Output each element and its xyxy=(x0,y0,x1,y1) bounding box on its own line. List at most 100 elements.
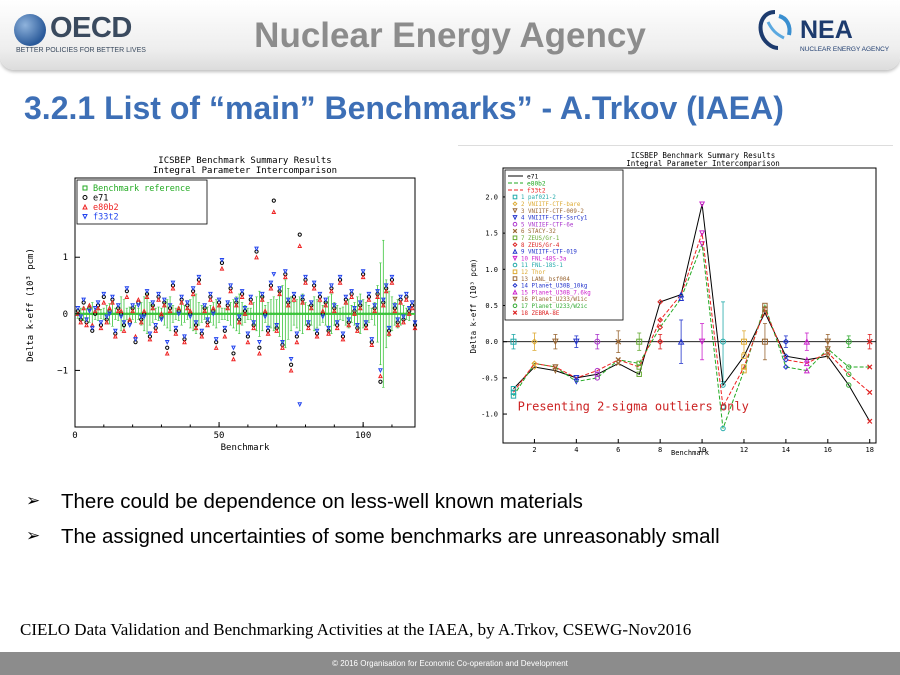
reference-point xyxy=(594,338,601,345)
nea-tagline: NUCLEAR ENERGY AGENCY xyxy=(800,46,890,53)
reference-point xyxy=(698,338,706,346)
data-point-f33t2 xyxy=(297,402,303,408)
data-point-e80b2 xyxy=(225,305,231,311)
data-point-e71 xyxy=(657,298,664,305)
data-point-e71 xyxy=(257,345,262,350)
data-point-f33t2 xyxy=(303,274,308,280)
nea-emblem-icon xyxy=(758,10,792,50)
data-point-f33t2 xyxy=(89,325,95,331)
data-point-f33t2 xyxy=(573,375,580,382)
data-point-f33t2 xyxy=(208,291,213,297)
data-point-e80b2 xyxy=(259,296,265,302)
data-point-f33t2 xyxy=(337,274,343,280)
reference-point xyxy=(720,338,727,345)
data-point-e71 xyxy=(378,379,383,384)
y-tick-label: 2.0 xyxy=(485,193,498,201)
data-point-e80b2 xyxy=(190,291,196,297)
data-point-e80b2 xyxy=(314,333,320,339)
y-tick-label: -1.0 xyxy=(481,411,498,419)
data-point-f33t2 xyxy=(389,274,395,280)
data-point-e80b2 xyxy=(782,364,789,370)
data-point-e80b2 xyxy=(398,299,404,305)
reference-point xyxy=(510,338,517,345)
legend-label: 11 FNL-18S-1 xyxy=(521,263,563,269)
legend-symbol xyxy=(512,242,518,248)
data-point-e80b2 xyxy=(343,299,349,305)
data-point-f33t2 xyxy=(112,328,118,334)
data-point-f33t2 xyxy=(366,291,372,297)
oecd-tagline: BETTER POLICIES FOR BETTER LIVES xyxy=(16,47,146,54)
data-point-e71 xyxy=(531,364,538,370)
data-point-f33t2 xyxy=(406,306,412,311)
data-point-f33t2 xyxy=(329,283,334,289)
x-tick-label: 4 xyxy=(574,446,578,454)
data-point-e80b2 xyxy=(369,342,375,348)
data-point-e80b2 xyxy=(118,308,124,314)
data-point-e80b2 xyxy=(176,305,182,311)
legend-label: e71 xyxy=(93,194,108,204)
data-point-e80b2 xyxy=(156,296,161,302)
x-tick-label: 16 xyxy=(824,446,832,454)
data-point-e80b2 xyxy=(288,367,294,373)
data-point-f33t2 xyxy=(372,303,378,309)
footer-bar: © 2016 Organisation for Economic Co-oper… xyxy=(0,652,900,675)
legend-symbol xyxy=(512,248,518,254)
legend-label: e80b2 xyxy=(527,180,546,187)
y-tick-label: 1.0 xyxy=(485,266,498,274)
reference-point xyxy=(552,338,559,346)
legend-label: e71 xyxy=(527,173,538,180)
data-point-e80b2 xyxy=(84,322,89,328)
data-point-e80b2 xyxy=(202,308,208,314)
y-axis-label: Delta k-eff (10³ pcm) xyxy=(469,259,478,354)
legend-label: e80b2 xyxy=(93,203,119,213)
data-point-e80b2 xyxy=(205,322,210,328)
data-point-e80b2 xyxy=(147,336,153,342)
data-point-f33t2 xyxy=(86,308,92,314)
legend-symbol xyxy=(82,214,88,220)
legend-label: 15 Planet_U30B_7.6kg xyxy=(521,290,591,296)
data-point-e80b2 xyxy=(231,356,236,362)
data-point-f33t2 xyxy=(291,291,297,297)
data-point-e80b2 xyxy=(389,279,395,285)
y-axis-label: Delta k-eff (10³ pcm) xyxy=(26,248,36,362)
data-point-f33t2 xyxy=(678,291,685,298)
legend-label: 16 Planet_U233/W1ic xyxy=(521,297,587,303)
data-point-f33t2 xyxy=(182,334,187,340)
data-point-f33t2 xyxy=(803,360,810,367)
data-point-f33t2 xyxy=(150,300,156,306)
data-point-f33t2 xyxy=(184,300,190,306)
data-point-f33t2 xyxy=(383,283,389,289)
data-point-f33t2 xyxy=(294,331,300,337)
data-point-e80b2 xyxy=(395,322,401,328)
data-point-e80b2 xyxy=(115,308,121,314)
data-point-f33t2 xyxy=(179,294,185,300)
data-point-e80b2 xyxy=(352,311,357,316)
legend-symbol xyxy=(512,310,518,315)
data-point-e80b2 xyxy=(392,308,398,314)
data-point-e80b2 xyxy=(216,302,222,308)
data-point-e80b2 xyxy=(167,308,173,314)
data-point-f33t2 xyxy=(326,325,331,331)
data-point-e80b2 xyxy=(199,333,205,339)
data-point-f33t2 xyxy=(138,314,144,320)
outliers-annotation: Presenting 2-sigma outliers only xyxy=(518,399,749,413)
data-point-f33t2 xyxy=(320,314,326,320)
data-point-e80b2 xyxy=(127,316,133,322)
data-point-e80b2 xyxy=(354,328,360,333)
data-point-e80b2 xyxy=(282,274,288,280)
data-point-f33t2 xyxy=(78,314,84,320)
legend-label: 14 Planet_U30B_10kg xyxy=(521,284,587,290)
bullet-text: There could be dependence on less-well k… xyxy=(61,490,583,513)
data-point-e80b2 xyxy=(161,302,167,308)
data-point-f33t2 xyxy=(92,306,98,311)
data-point-f33t2 xyxy=(265,325,271,331)
data-point-e80b2 xyxy=(383,288,389,294)
legend-symbol xyxy=(512,208,518,214)
data-point-f33t2 xyxy=(213,337,219,343)
data-point-e80b2 xyxy=(170,285,176,291)
data-point-e80b2 xyxy=(130,308,136,314)
data-point-f33t2 xyxy=(164,340,170,345)
data-point-f33t2 xyxy=(510,389,517,396)
data-point-f33t2 xyxy=(170,280,176,286)
data-point-f33t2 xyxy=(699,230,706,237)
